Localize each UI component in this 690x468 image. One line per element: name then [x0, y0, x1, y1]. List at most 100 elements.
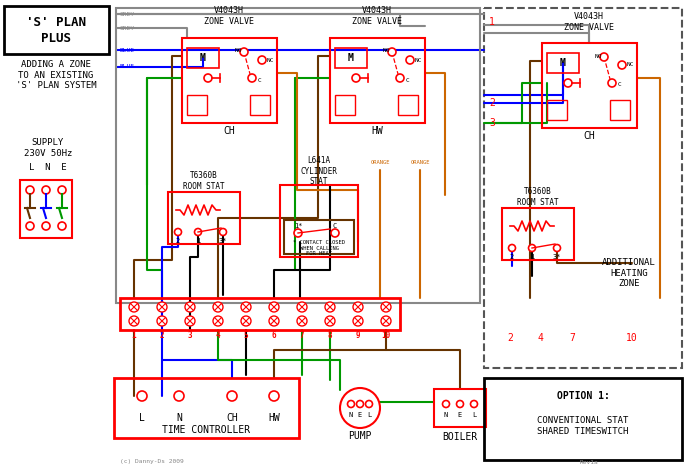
Text: 5: 5 — [244, 331, 248, 341]
Text: ORANGE: ORANGE — [371, 161, 390, 166]
Circle shape — [357, 401, 364, 408]
Text: E: E — [358, 412, 362, 418]
Text: N: N — [444, 412, 448, 418]
Bar — [4, 6, 109, 54]
Circle shape — [42, 186, 50, 194]
Circle shape — [137, 391, 147, 401]
Text: 1*: 1* — [294, 223, 302, 229]
Text: GREY: GREY — [120, 12, 135, 16]
Circle shape — [600, 53, 608, 61]
Circle shape — [258, 56, 266, 64]
Bar — [187, 95, 207, 115]
Circle shape — [58, 222, 66, 230]
Text: C: C — [617, 82, 621, 88]
Bar — [542, 43, 637, 128]
Bar — [330, 38, 425, 123]
Bar — [168, 192, 240, 244]
Circle shape — [157, 316, 167, 326]
Circle shape — [297, 316, 307, 326]
Text: 3: 3 — [489, 118, 495, 128]
Circle shape — [26, 186, 34, 194]
Circle shape — [471, 401, 477, 408]
Text: E: E — [458, 412, 462, 418]
Circle shape — [26, 222, 34, 230]
Text: N: N — [176, 413, 182, 423]
Bar — [547, 53, 579, 73]
Text: CH: CH — [584, 131, 595, 141]
Text: 1: 1 — [530, 254, 534, 260]
Text: OPTION 1:: OPTION 1: — [557, 391, 609, 401]
Circle shape — [175, 228, 181, 235]
Text: M: M — [200, 53, 206, 63]
Circle shape — [129, 316, 139, 326]
Bar — [182, 38, 277, 123]
Text: HW: HW — [372, 126, 384, 136]
Text: C: C — [333, 223, 337, 229]
Circle shape — [348, 401, 355, 408]
Text: 2: 2 — [489, 98, 495, 108]
Circle shape — [618, 61, 626, 69]
Text: 2: 2 — [510, 254, 514, 260]
Circle shape — [219, 228, 226, 235]
Text: C: C — [405, 78, 409, 82]
Bar — [20, 180, 72, 238]
Text: L: L — [472, 412, 476, 418]
Text: 7: 7 — [569, 333, 575, 343]
Text: NO: NO — [382, 49, 390, 53]
Bar — [187, 48, 219, 68]
Text: NC: NC — [414, 58, 422, 63]
Text: 2: 2 — [159, 331, 164, 341]
Circle shape — [553, 244, 560, 251]
Text: T6360B
ROOM STAT: T6360B ROOM STAT — [518, 187, 559, 207]
Circle shape — [174, 391, 184, 401]
Circle shape — [353, 302, 363, 312]
Text: ORANGE: ORANGE — [411, 161, 430, 166]
Text: L: L — [139, 413, 145, 423]
Text: BLUE: BLUE — [120, 47, 135, 52]
Circle shape — [381, 316, 391, 326]
Circle shape — [241, 316, 251, 326]
Circle shape — [185, 302, 195, 312]
Bar — [610, 100, 630, 120]
Text: BLUE: BLUE — [120, 65, 135, 70]
Text: M: M — [348, 53, 354, 63]
Circle shape — [353, 316, 363, 326]
Text: N: N — [349, 412, 353, 418]
Text: PUMP: PUMP — [348, 431, 372, 441]
Text: 2: 2 — [176, 238, 180, 244]
Text: 10: 10 — [382, 331, 391, 341]
Circle shape — [457, 401, 464, 408]
Circle shape — [129, 302, 139, 312]
Circle shape — [157, 302, 167, 312]
Circle shape — [42, 222, 50, 230]
Circle shape — [213, 302, 223, 312]
Circle shape — [269, 316, 279, 326]
Circle shape — [195, 228, 201, 235]
Bar — [114, 378, 299, 438]
Text: 'S' PLAN: 'S' PLAN — [26, 15, 86, 29]
Circle shape — [185, 316, 195, 326]
Text: ADDITIONAL
HEATING
ZONE: ADDITIONAL HEATING ZONE — [602, 258, 656, 288]
Text: 9: 9 — [355, 331, 360, 341]
Bar — [398, 95, 418, 115]
Circle shape — [269, 391, 279, 401]
Circle shape — [213, 316, 223, 326]
Text: NO: NO — [234, 49, 242, 53]
Text: (c) Danny-Ds 2009: (c) Danny-Ds 2009 — [120, 460, 184, 465]
Text: M: M — [560, 58, 566, 68]
Text: CH: CH — [224, 126, 235, 136]
Text: 7: 7 — [299, 331, 304, 341]
Circle shape — [406, 56, 414, 64]
Text: SUPPLY
230V 50Hz: SUPPLY 230V 50Hz — [24, 139, 72, 158]
Circle shape — [442, 401, 449, 408]
Text: PLUS: PLUS — [41, 31, 71, 44]
Text: BOILER: BOILER — [442, 432, 477, 442]
Circle shape — [608, 79, 616, 87]
Circle shape — [227, 391, 237, 401]
Circle shape — [241, 302, 251, 312]
Text: V4043H
ZONE VALVE: V4043H ZONE VALVE — [352, 6, 402, 26]
Bar — [502, 208, 574, 260]
Text: NC: NC — [266, 58, 274, 63]
Text: 8: 8 — [328, 331, 333, 341]
Text: 3: 3 — [188, 331, 193, 341]
